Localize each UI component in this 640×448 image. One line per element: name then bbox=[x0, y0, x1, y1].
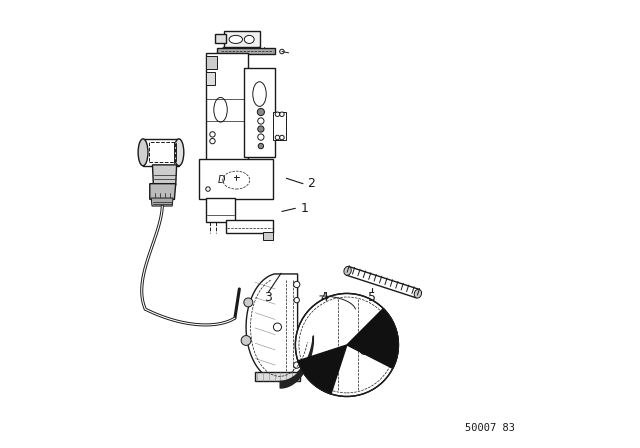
Ellipse shape bbox=[280, 112, 284, 116]
Polygon shape bbox=[255, 372, 300, 381]
Ellipse shape bbox=[294, 297, 300, 303]
Text: 2: 2 bbox=[307, 177, 315, 190]
Polygon shape bbox=[246, 274, 313, 381]
Ellipse shape bbox=[275, 135, 280, 140]
Polygon shape bbox=[206, 53, 248, 161]
Ellipse shape bbox=[210, 138, 215, 144]
Ellipse shape bbox=[258, 126, 264, 132]
Text: 5: 5 bbox=[367, 291, 376, 305]
Polygon shape bbox=[152, 165, 177, 185]
Ellipse shape bbox=[294, 281, 300, 288]
Ellipse shape bbox=[258, 134, 264, 140]
Polygon shape bbox=[262, 232, 273, 240]
Ellipse shape bbox=[360, 345, 368, 354]
Polygon shape bbox=[151, 198, 173, 206]
Ellipse shape bbox=[294, 362, 300, 368]
Polygon shape bbox=[244, 68, 275, 157]
Ellipse shape bbox=[253, 82, 266, 107]
Text: 1: 1 bbox=[300, 202, 308, 215]
Polygon shape bbox=[143, 139, 179, 166]
Text: 4: 4 bbox=[321, 291, 328, 305]
Text: 50007 83: 50007 83 bbox=[465, 423, 515, 433]
Ellipse shape bbox=[206, 187, 210, 191]
Ellipse shape bbox=[257, 108, 264, 116]
Ellipse shape bbox=[414, 289, 422, 298]
Ellipse shape bbox=[344, 267, 351, 275]
Polygon shape bbox=[199, 159, 273, 199]
Ellipse shape bbox=[296, 293, 398, 396]
Ellipse shape bbox=[280, 135, 284, 140]
Polygon shape bbox=[346, 267, 419, 298]
Ellipse shape bbox=[210, 132, 215, 137]
Polygon shape bbox=[226, 220, 273, 233]
Ellipse shape bbox=[174, 139, 184, 166]
Polygon shape bbox=[150, 184, 176, 199]
Polygon shape bbox=[298, 345, 347, 394]
Bar bbox=[149, 142, 175, 162]
Polygon shape bbox=[206, 56, 217, 69]
Text: D: D bbox=[218, 175, 225, 185]
Ellipse shape bbox=[229, 35, 243, 43]
Ellipse shape bbox=[280, 49, 284, 54]
Ellipse shape bbox=[244, 35, 254, 43]
Polygon shape bbox=[347, 309, 398, 368]
Text: 3: 3 bbox=[264, 291, 273, 305]
Polygon shape bbox=[206, 72, 215, 85]
Ellipse shape bbox=[241, 336, 251, 345]
Ellipse shape bbox=[273, 323, 282, 331]
Ellipse shape bbox=[258, 118, 264, 124]
Ellipse shape bbox=[244, 298, 253, 307]
Ellipse shape bbox=[214, 98, 227, 122]
Polygon shape bbox=[215, 34, 226, 43]
Ellipse shape bbox=[275, 112, 280, 116]
Polygon shape bbox=[217, 48, 275, 54]
Polygon shape bbox=[224, 31, 260, 47]
Ellipse shape bbox=[138, 139, 148, 166]
Polygon shape bbox=[206, 198, 235, 222]
Ellipse shape bbox=[258, 143, 264, 149]
Polygon shape bbox=[273, 112, 287, 140]
